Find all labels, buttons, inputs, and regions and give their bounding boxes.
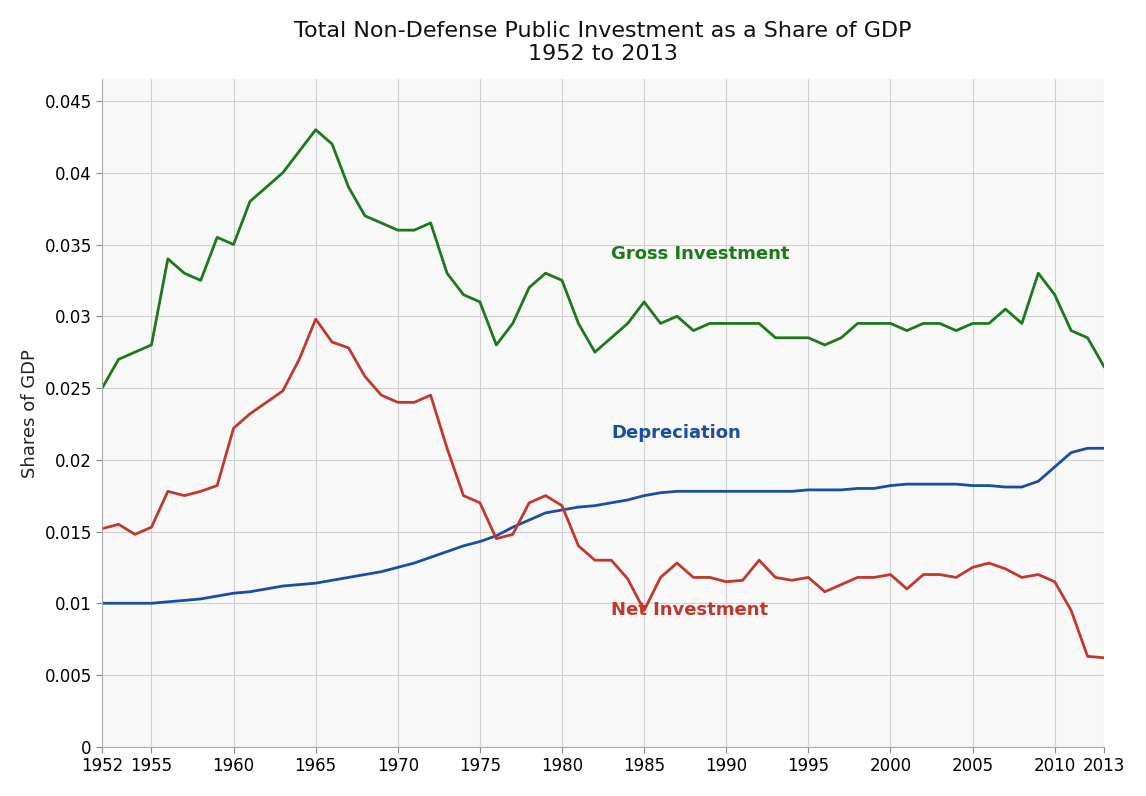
Text: Depreciation: Depreciation bbox=[611, 424, 741, 443]
Text: Net Investment: Net Investment bbox=[611, 601, 769, 618]
Y-axis label: Shares of GDP: Shares of GDP bbox=[21, 349, 39, 478]
Title: Total Non-Defense Public Investment as a Share of GDP
1952 to 2013: Total Non-Defense Public Investment as a… bbox=[295, 21, 912, 64]
Text: Gross Investment: Gross Investment bbox=[611, 245, 790, 263]
